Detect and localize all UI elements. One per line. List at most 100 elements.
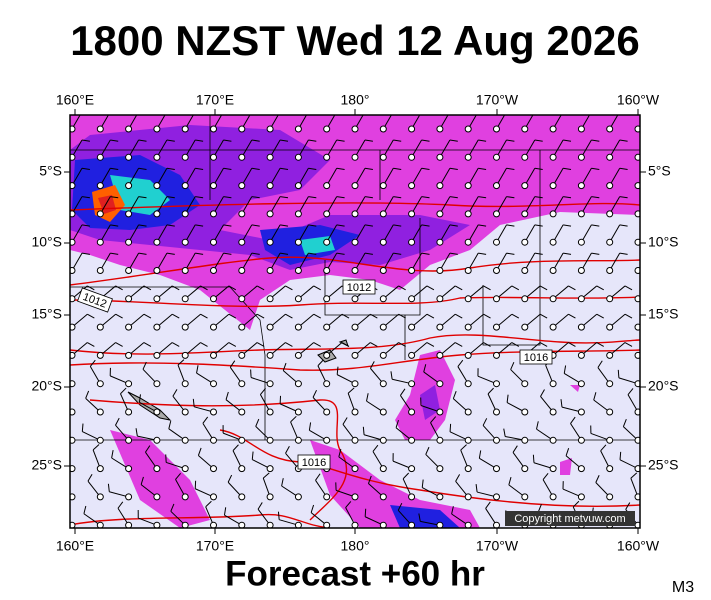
- barb-flag: [172, 389, 178, 397]
- barb-station: [266, 238, 274, 246]
- barb-flag: [308, 422, 312, 431]
- barb-station: [549, 493, 557, 501]
- barb-station: [521, 182, 529, 190]
- barb-flag: [308, 139, 317, 142]
- barb-station: [266, 351, 274, 359]
- barb-station: [294, 408, 302, 416]
- barb-station: [153, 323, 161, 331]
- barb-flag: [229, 360, 236, 368]
- barb-station: [436, 182, 444, 190]
- barb-flag: [365, 112, 373, 113]
- lon-label: 180°: [341, 92, 370, 108]
- barb-flag: [81, 224, 90, 227]
- barb-station: [493, 153, 500, 161]
- barb-flag: [572, 500, 580, 508]
- wind-barbs: [58, 112, 656, 528]
- barb-station: [323, 436, 331, 444]
- barb-station: [96, 210, 104, 218]
- barb-flag: [166, 167, 175, 170]
- barb-station: [634, 125, 640, 133]
- barb-station: [70, 380, 76, 388]
- barb-flag: [308, 112, 316, 113]
- barb-flag: [200, 285, 208, 291]
- barb-station: [238, 125, 246, 133]
- barb-flag: [620, 112, 628, 113]
- barb-flag: [397, 502, 403, 511]
- barb-station: [606, 238, 614, 246]
- barb-station: [351, 351, 359, 359]
- barb-flag: [457, 359, 464, 367]
- barb-station: [294, 210, 302, 218]
- lat-label: 20°S: [31, 378, 62, 394]
- barb-flag: [426, 342, 435, 347]
- barb-station: [96, 521, 104, 528]
- barb-station: [549, 153, 557, 161]
- barb-station: [408, 295, 416, 303]
- barb-station: [210, 408, 217, 416]
- barb-station: [464, 125, 472, 133]
- barb-station: [379, 436, 387, 444]
- barb-flag: [285, 285, 293, 291]
- barb-station: [181, 182, 189, 190]
- barb-station: [464, 408, 472, 416]
- barb-flag: [285, 446, 290, 454]
- barb-station: [606, 493, 614, 501]
- barb-flag: [596, 285, 604, 291]
- barb-flag: [370, 342, 378, 347]
- barb-flag: [619, 139, 628, 142]
- barb-flag: [449, 139, 458, 142]
- barb-flag: [393, 224, 402, 227]
- barb-station: [238, 295, 246, 303]
- lon-label: 180°: [341, 538, 370, 554]
- barb-station: [125, 436, 133, 444]
- barb-station: [323, 238, 331, 246]
- barb-flag: [251, 196, 260, 199]
- barb-station: [153, 182, 161, 190]
- barb-flag: [367, 475, 372, 484]
- barb-flag: [58, 447, 61, 454]
- barb-flag: [256, 313, 265, 319]
- barb-flag: [627, 388, 634, 395]
- barb-flag: [224, 112, 232, 113]
- barb-station: [493, 323, 500, 331]
- barb-flag: [560, 399, 563, 408]
- barb-station: [606, 323, 614, 331]
- barb-flag: [423, 364, 427, 373]
- barb-flag: [591, 139, 600, 142]
- barb-station: [606, 465, 614, 473]
- barb-flag: [308, 167, 317, 170]
- barb-flag: [506, 139, 515, 142]
- barb-flag: [619, 451, 622, 460]
- barb-station: [181, 267, 189, 274]
- barb-flag: [426, 285, 435, 291]
- barb-station: [96, 182, 104, 190]
- barb-flag: [280, 112, 288, 113]
- barb-flag: [478, 139, 487, 142]
- barb-station: [521, 238, 529, 246]
- lon-label: 160°W: [617, 538, 660, 554]
- barb-flag: [421, 224, 430, 227]
- barb-flag: [563, 224, 572, 227]
- barb-station: [96, 493, 104, 501]
- barb-station: [577, 465, 585, 473]
- barb-station: [521, 408, 529, 416]
- barb-flag: [223, 507, 227, 516]
- barb-station: [125, 238, 133, 246]
- barb-flag: [143, 285, 152, 291]
- barb-flag: [478, 450, 482, 459]
- barb-station: [634, 153, 640, 161]
- barb-station: [379, 295, 387, 303]
- barb-flag: [539, 285, 548, 291]
- barb-flag: [648, 225, 656, 226]
- barb-station: [323, 295, 331, 303]
- barb-station: [464, 295, 472, 303]
- barb-flag: [393, 139, 402, 142]
- barb-station: [323, 493, 331, 501]
- barb-flag: [89, 359, 96, 367]
- barb-station: [238, 380, 246, 388]
- barb-station: [351, 295, 359, 303]
- barb-station: [323, 351, 331, 359]
- barb-station: [96, 436, 104, 444]
- barb-flag: [337, 112, 345, 113]
- barb-flag: [483, 313, 491, 319]
